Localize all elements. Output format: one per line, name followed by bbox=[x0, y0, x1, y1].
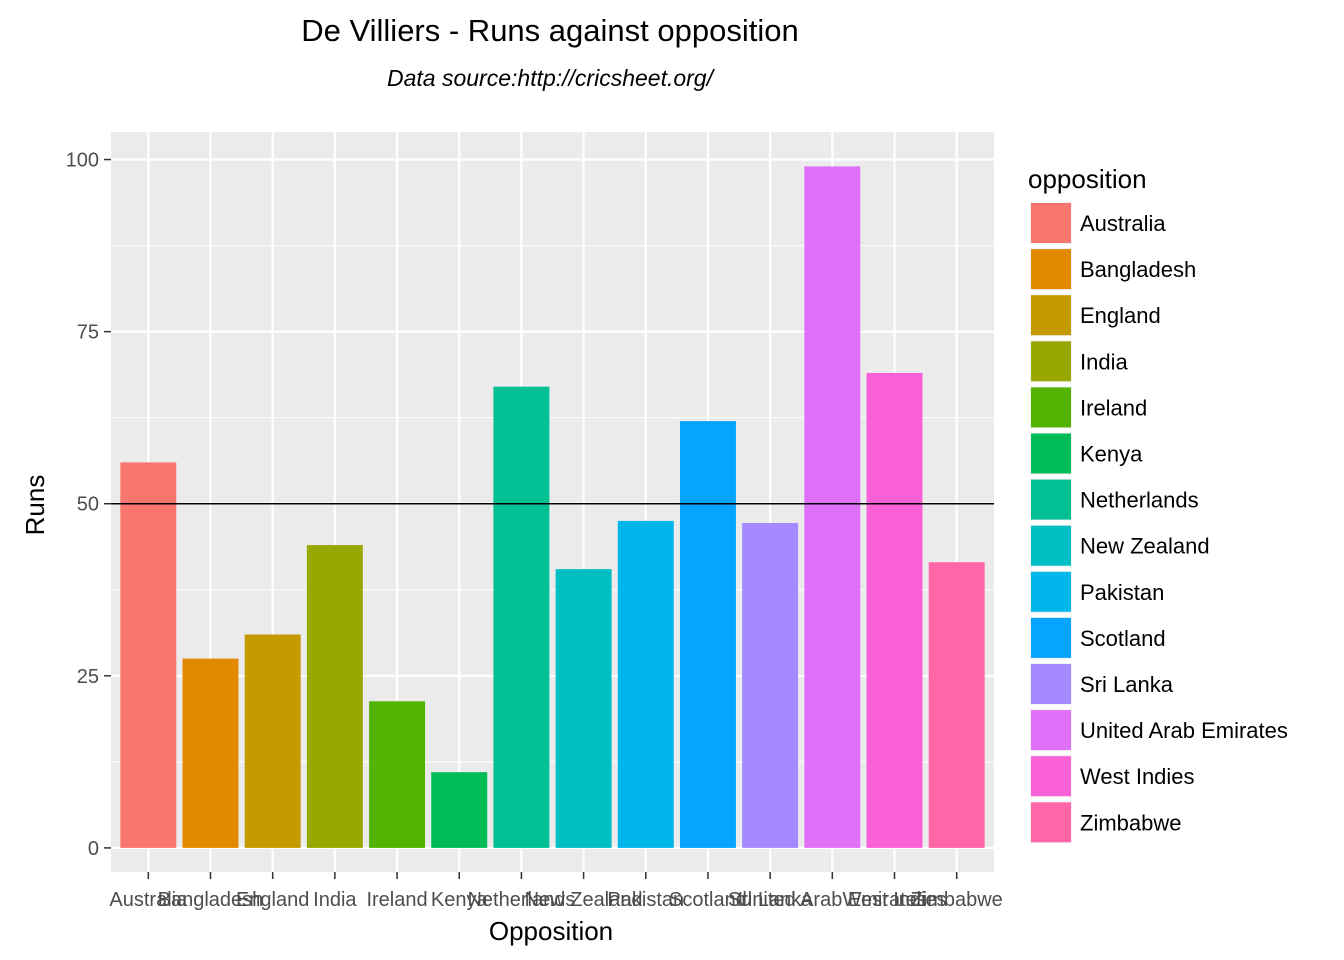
chart-subtitle: Data source:http://cricsheet.org/ bbox=[387, 65, 716, 91]
x-tick-label: Australia bbox=[109, 889, 188, 911]
legend-items: Australia Bangladesh England India Ireland Ke… bbox=[1030, 202, 1288, 844]
bar bbox=[866, 372, 923, 848]
legend-label: Bangladesh bbox=[1080, 257, 1196, 282]
bar bbox=[555, 569, 612, 848]
legend-label: Ireland bbox=[1080, 395, 1147, 420]
legend-swatch bbox=[1031, 617, 1071, 658]
x-tick-label: Bangladesh bbox=[158, 889, 264, 911]
legend-label: Scotland bbox=[1080, 626, 1166, 651]
y-tick-label: 0 bbox=[88, 838, 99, 860]
bar bbox=[244, 634, 301, 848]
legend-swatch bbox=[1031, 433, 1071, 474]
x-tick-label: Zimbabwe bbox=[911, 889, 1003, 911]
y-tick-label: 75 bbox=[77, 322, 99, 344]
legend-label: United Arab Emirates bbox=[1080, 718, 1288, 743]
legend-swatch bbox=[1031, 802, 1071, 843]
x-tick-label: Kenya bbox=[431, 889, 489, 911]
x-tick-label: England bbox=[236, 889, 309, 911]
legend-swatch bbox=[1031, 341, 1071, 382]
legend-label: India bbox=[1080, 349, 1128, 374]
bar bbox=[182, 658, 239, 848]
y-tick-label: 25 bbox=[77, 666, 99, 688]
legend-label: Kenya bbox=[1080, 442, 1143, 467]
legend-swatch bbox=[1031, 203, 1071, 243]
legend-swatch bbox=[1031, 525, 1071, 566]
legend-swatch bbox=[1031, 295, 1071, 336]
bar bbox=[679, 421, 736, 848]
x-tick-label: Pakistan bbox=[607, 889, 684, 911]
legend-label: Sri Lanka bbox=[1080, 672, 1174, 697]
chart-title: De Villiers - Runs against opposition bbox=[301, 13, 798, 48]
x-tick-label: Sri Lanka bbox=[728, 889, 813, 911]
legend-swatch bbox=[1031, 571, 1071, 612]
legend-label: New Zealand bbox=[1080, 534, 1210, 559]
x-tick-label: Netherlands bbox=[467, 889, 575, 911]
bar bbox=[306, 545, 363, 848]
y-tick-label: 50 bbox=[77, 494, 99, 516]
legend-label: Netherlands bbox=[1080, 488, 1199, 513]
x-tick-label: United Arab Emirates bbox=[738, 889, 927, 911]
legend-title: opposition bbox=[1028, 164, 1147, 194]
x-tick-label: India bbox=[313, 889, 357, 911]
legend-label: West Indies bbox=[1080, 764, 1195, 789]
bar bbox=[928, 562, 985, 848]
legend-label: England bbox=[1080, 303, 1161, 328]
y-tick-label: 100 bbox=[66, 150, 99, 172]
bar bbox=[804, 166, 861, 848]
legend-swatch bbox=[1031, 249, 1071, 290]
legend-swatch bbox=[1031, 710, 1071, 751]
x-tick-label: West Indies bbox=[842, 889, 946, 911]
legend-swatch bbox=[1031, 664, 1071, 704]
x-axis-title: Opposition bbox=[489, 916, 613, 946]
bar bbox=[120, 462, 177, 848]
bar bbox=[369, 701, 426, 848]
plot-panel bbox=[111, 132, 994, 872]
x-tick-label: New Zealand bbox=[525, 889, 643, 911]
legend-swatch bbox=[1031, 479, 1071, 520]
bars bbox=[120, 166, 985, 848]
legend-label: Zimbabwe bbox=[1080, 810, 1181, 835]
y-axis-title: Runs bbox=[20, 475, 50, 536]
x-tick-label: Ireland bbox=[366, 889, 427, 911]
legend-label: Pakistan bbox=[1080, 580, 1164, 605]
bar bbox=[493, 386, 550, 848]
bar bbox=[617, 520, 674, 848]
legend: opposition Australia Bangladesh England Ind… bbox=[1028, 164, 1288, 844]
legend-swatch bbox=[1031, 756, 1071, 797]
bar bbox=[742, 522, 799, 848]
y-axis: 0 25 50 75 100 bbox=[66, 150, 111, 860]
x-tick-label: Scotland bbox=[669, 889, 747, 911]
legend-swatch bbox=[1031, 387, 1071, 428]
legend-label: Australia bbox=[1080, 211, 1166, 236]
bar bbox=[431, 772, 488, 848]
